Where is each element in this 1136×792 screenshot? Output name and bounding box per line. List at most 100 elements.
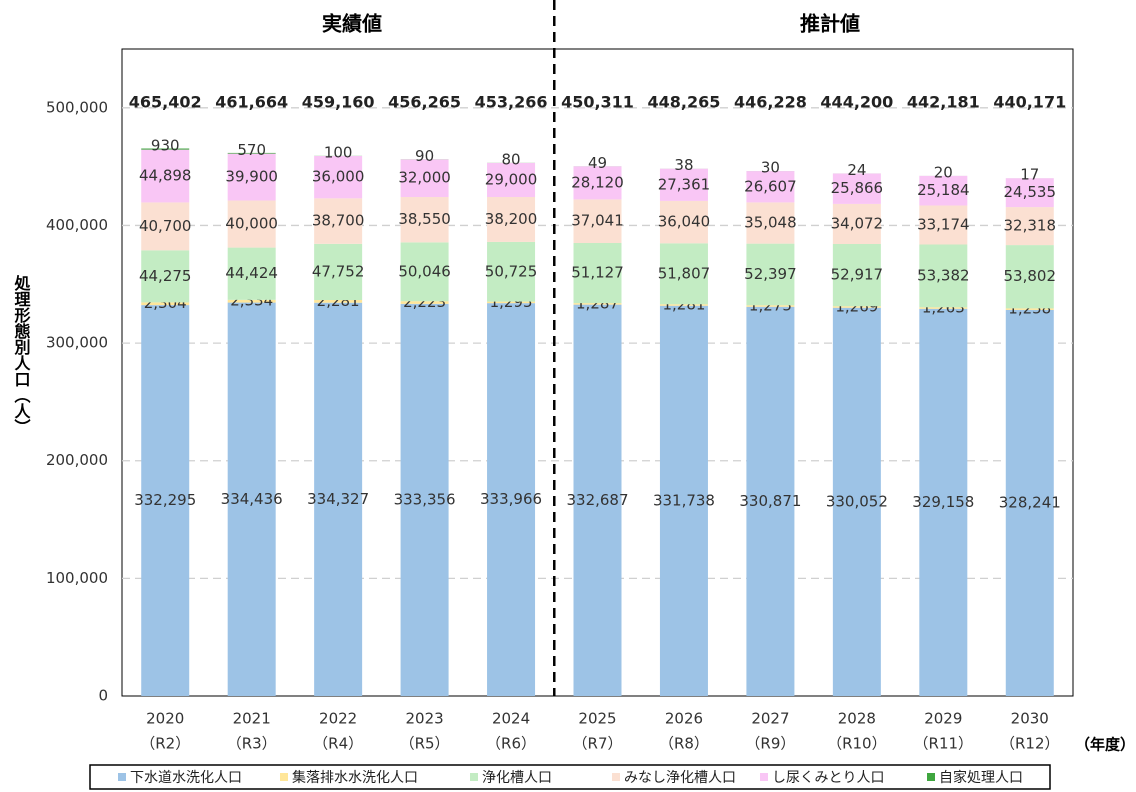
- legend-box: [89, 764, 1051, 790]
- y-tick-label: 100,000: [46, 569, 108, 587]
- bar-segment: [487, 241, 536, 302]
- data-label: 40,000: [225, 215, 278, 233]
- data-label: 330,052: [826, 492, 888, 510]
- data-label: 38,700: [312, 212, 365, 230]
- data-label: 332,295: [134, 491, 196, 509]
- data-label: 51,807: [658, 264, 711, 282]
- bar-segment: [832, 173, 881, 204]
- data-label: 32,318: [1004, 217, 1057, 235]
- legend-label: 集落排水水洗化人口: [292, 769, 418, 786]
- data-label: 50,046: [398, 262, 451, 280]
- data-label: 80: [501, 150, 520, 168]
- bar-segment: [227, 299, 276, 303]
- total-label: 446,228: [734, 93, 807, 112]
- bar-segment: [227, 200, 276, 248]
- total-label: 444,200: [820, 93, 893, 112]
- data-label: 570: [237, 141, 266, 159]
- x-tick-label: 2023: [405, 710, 443, 728]
- data-label: 51,127: [571, 264, 624, 282]
- bar-segment: [227, 247, 276, 300]
- bar-segment: [746, 243, 795, 306]
- data-label: 333,966: [480, 490, 542, 508]
- x-tick-sublabel: （R12）: [1000, 735, 1060, 753]
- bar-segment: [487, 197, 536, 242]
- bar-segment: [227, 152, 276, 154]
- bar-segment: [919, 175, 968, 206]
- data-label: 40,700: [139, 217, 192, 235]
- bar-segment: [141, 148, 190, 150]
- bar-segment: [400, 301, 449, 304]
- data-label: 53,802: [1004, 267, 1057, 285]
- x-tick-sublabel: （R9）: [745, 735, 795, 753]
- x-tick-label: 2028: [838, 710, 876, 728]
- data-label: 32,000: [398, 169, 451, 187]
- data-label: 26,607: [744, 177, 797, 195]
- data-label: 24,535: [1004, 183, 1057, 201]
- x-tick-label: 2027: [751, 710, 789, 728]
- x-tick-label: 2030: [1011, 710, 1049, 728]
- y-tick-label: 300,000: [46, 334, 108, 352]
- data-label: 329,158: [912, 493, 974, 511]
- bar-segment: [919, 205, 968, 245]
- bar-segment: [314, 300, 363, 303]
- bar-segment: [1005, 178, 1054, 208]
- x-tick-label: 2026: [665, 710, 703, 728]
- total-label: 440,171: [993, 93, 1066, 112]
- data-label: 49: [588, 154, 607, 172]
- bar-segment: [573, 304, 622, 696]
- data-label: 38,550: [398, 210, 451, 228]
- bar-segment: [314, 155, 363, 199]
- data-label: 29,000: [485, 170, 538, 188]
- x-tick-label: 2029: [924, 710, 962, 728]
- x-tick-label: 2022: [319, 710, 357, 728]
- legend-swatch: [760, 773, 768, 781]
- legend-swatch: [927, 773, 935, 781]
- total-label: 442,181: [907, 93, 980, 112]
- data-label: 90: [415, 147, 434, 165]
- legend-label: し尿くみとり人口: [772, 770, 885, 786]
- bar-segment: [832, 243, 881, 307]
- legend-swatch: [470, 773, 478, 781]
- bar-segment: [141, 149, 190, 203]
- bar-segment: [659, 200, 708, 244]
- bar-segment: [141, 250, 190, 303]
- bar-segment: [227, 153, 276, 201]
- data-label: 44,898: [139, 167, 192, 185]
- data-label: 28,120: [571, 173, 624, 191]
- x-tick-sublabel: （R3）: [227, 735, 277, 753]
- bar-segment: [746, 306, 795, 696]
- bar-segment: [400, 303, 449, 696]
- legend-swatch: [118, 773, 126, 781]
- bar-segment: [832, 203, 881, 244]
- data-label: 37,041: [571, 212, 624, 230]
- x-tick-label: 2021: [233, 710, 271, 728]
- data-label: 44,275: [139, 267, 192, 285]
- bar-segment: [832, 306, 881, 308]
- bar-segment: [573, 303, 622, 305]
- data-label: 47,752: [312, 262, 365, 280]
- bar-segment: [314, 198, 363, 244]
- data-label: 38,200: [485, 210, 538, 228]
- data-label: 24: [847, 161, 866, 179]
- bar-segment: [659, 168, 708, 201]
- period-label: 推計値: [800, 12, 860, 36]
- data-label: 34,072: [831, 214, 884, 232]
- total-label: 461,664: [215, 93, 288, 112]
- data-label: 36,000: [312, 168, 365, 186]
- legend-swatch: [612, 773, 620, 781]
- bar-segment: [573, 166, 622, 200]
- legend-label: 下水道水洗化人口: [130, 770, 242, 786]
- data-label: 38: [674, 156, 693, 174]
- total-label: 456,265: [388, 93, 461, 112]
- bar-segment: [314, 302, 363, 696]
- data-label: 330,871: [739, 492, 801, 510]
- x-tick-sublabel: （R11）: [914, 735, 974, 753]
- data-label: 20: [934, 163, 953, 181]
- x-tick-sublabel: （R8）: [659, 735, 709, 753]
- bar-segment: [141, 302, 190, 306]
- legend-swatch: [280, 773, 288, 781]
- data-label: 100: [324, 143, 353, 161]
- bar-segment: [141, 305, 190, 696]
- x-unit: （年度）: [1075, 736, 1135, 754]
